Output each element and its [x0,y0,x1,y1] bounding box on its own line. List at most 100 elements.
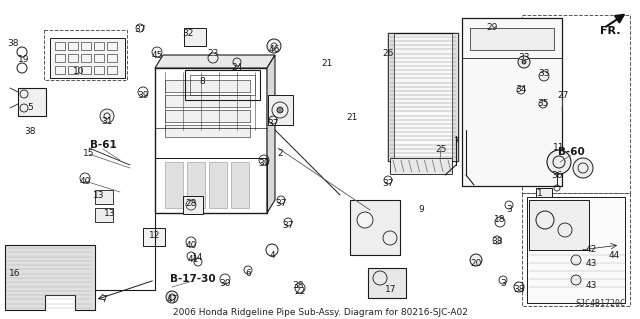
Polygon shape [209,162,227,208]
Bar [81,42,91,50]
Text: 38: 38 [24,128,36,137]
Bar [470,28,554,50]
Bar [55,66,65,74]
Bar [50,38,125,78]
Text: 17: 17 [385,285,397,293]
Text: 2: 2 [277,149,283,158]
Text: 38: 38 [513,286,525,294]
Text: 13: 13 [104,209,116,218]
Bar [165,80,250,92]
Text: 36: 36 [551,172,563,181]
Bar [94,66,104,74]
Bar [155,158,267,213]
Text: 42: 42 [586,244,596,254]
Text: 40: 40 [186,241,196,250]
Bar [165,110,250,122]
Text: 38: 38 [492,238,503,247]
Bar [527,197,625,303]
Bar [165,125,250,137]
Text: 39: 39 [137,92,148,100]
Bar [190,75,255,95]
Bar [107,54,117,62]
Bar [462,18,562,58]
Bar [522,15,630,193]
Text: 34: 34 [515,85,527,93]
Circle shape [539,71,549,81]
Text: 35: 35 [537,100,548,108]
Text: 19: 19 [19,56,29,64]
Bar [350,200,400,255]
Text: 13: 13 [93,191,105,201]
Text: 22: 22 [294,287,306,296]
Text: 4: 4 [269,250,275,259]
Bar [81,54,91,62]
Bar [268,95,293,125]
Text: 21: 21 [321,60,333,69]
Text: 39: 39 [259,160,269,168]
Text: 7: 7 [453,137,459,146]
Text: 2006 Honda Ridgeline Pipe Sub-Assy. Diagram for 80216-SJC-A02: 2006 Honda Ridgeline Pipe Sub-Assy. Diag… [173,308,467,317]
Bar [94,42,104,50]
Circle shape [357,212,373,228]
Text: 31: 31 [101,117,113,127]
Text: 37: 37 [275,199,287,209]
Bar [107,66,117,74]
Text: 37: 37 [134,26,146,34]
Text: 21: 21 [346,113,358,122]
Bar [368,268,406,298]
Text: B-61: B-61 [90,140,116,150]
Text: 33: 33 [538,69,550,78]
Bar [184,28,206,46]
Polygon shape [165,162,183,208]
Text: 12: 12 [149,231,161,240]
Bar [155,68,267,213]
Bar [95,208,113,222]
Text: 37: 37 [268,118,279,128]
Text: 33: 33 [518,54,530,63]
Text: 9: 9 [418,204,424,213]
Circle shape [208,53,218,63]
Polygon shape [5,245,95,310]
Text: 43: 43 [586,259,596,269]
Bar [165,95,250,107]
Bar [388,33,458,161]
Bar [94,54,104,62]
Text: 1: 1 [537,189,543,198]
Circle shape [571,275,581,285]
Text: 5: 5 [27,103,33,113]
Text: 20: 20 [470,258,482,268]
Text: 7: 7 [101,295,107,305]
Text: FR.: FR. [600,26,621,36]
Bar [462,18,562,186]
Text: 3: 3 [500,278,506,287]
Polygon shape [187,162,205,208]
Text: 3: 3 [506,204,512,213]
Circle shape [277,107,283,113]
Text: 45: 45 [151,50,163,60]
Text: 30: 30 [220,278,231,287]
Bar [68,66,78,74]
Bar [522,193,630,306]
Circle shape [100,109,114,123]
Bar [68,54,78,62]
Bar [536,188,552,202]
Circle shape [547,150,571,174]
Bar [452,33,458,161]
Text: B-17-30: B-17-30 [170,274,216,284]
Circle shape [522,60,526,64]
Text: 16: 16 [9,269,20,278]
Text: 10: 10 [73,66,84,76]
Text: 24: 24 [232,63,243,72]
Text: 32: 32 [182,29,194,39]
Text: 41: 41 [188,255,198,263]
Circle shape [470,254,482,266]
Text: 38: 38 [7,40,19,48]
Text: 26: 26 [382,48,394,57]
Polygon shape [231,162,249,208]
Circle shape [267,39,281,53]
Text: 40: 40 [79,176,91,186]
Text: 38: 38 [292,281,304,291]
Bar [95,190,113,204]
Text: 47: 47 [166,295,178,305]
Text: 15: 15 [83,150,95,159]
